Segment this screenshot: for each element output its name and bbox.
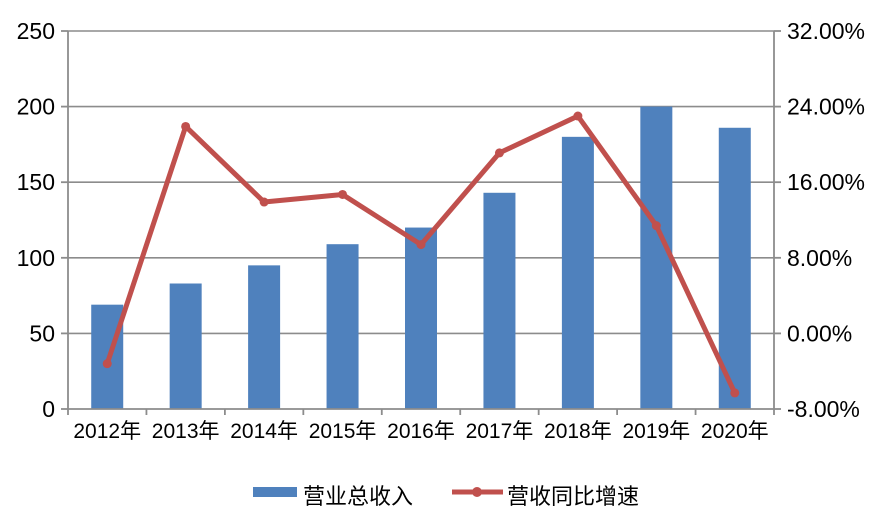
bar-series: [91, 106, 751, 409]
left-axis-label-50: 50: [29, 320, 55, 346]
point-2014年: [259, 197, 269, 207]
right-axis-label-16.00%: 16.00%: [787, 169, 865, 195]
point-2018年: [573, 111, 583, 121]
point-2020年: [730, 388, 740, 398]
bar-2017年: [483, 192, 516, 409]
x-axis-label-2017年: 2017年: [466, 420, 534, 443]
bar-2020年: [718, 127, 751, 409]
point-2013年: [181, 121, 191, 131]
bar-2013年: [169, 283, 202, 409]
x-axis-label-2014年: 2014年: [230, 420, 298, 443]
x-axis-label-2013年: 2013年: [152, 420, 220, 443]
point-2015年: [338, 189, 348, 199]
right-axis-label-24.00%: 24.00%: [787, 94, 865, 120]
x-axis-label-2018年: 2018年: [544, 420, 612, 443]
line-series: [102, 111, 740, 398]
legend-bar-label: 营业总收入: [303, 484, 413, 509]
left-axis-label-100: 100: [17, 245, 55, 271]
bar-2014年: [248, 265, 281, 409]
left-axis-label-0: 0: [42, 396, 55, 422]
x-axis-label-2019年: 2019年: [622, 420, 690, 443]
point-2012年: [102, 359, 112, 369]
bar-2019年: [640, 106, 673, 409]
axes: [61, 30, 781, 415]
point-2019年: [651, 221, 661, 231]
x-axis-label-2012年: 2012年: [73, 420, 141, 443]
x-axis-label-2015年: 2015年: [309, 420, 377, 443]
legend-line-label: 营收同比增速: [507, 484, 639, 509]
point-2017年: [494, 148, 504, 158]
x-axis-label-2020年: 2020年: [701, 420, 769, 443]
bar-2015年: [326, 244, 359, 409]
right-axis-label--8.00%: -8.00%: [787, 396, 860, 422]
left-axis-label-150: 150: [17, 169, 55, 195]
legend: 营业总收入 营收同比增速: [253, 484, 639, 509]
left-axis-label-200: 200: [17, 94, 55, 120]
axis-labels: 0 50 100 150 200 250 -8.00% 0.00% 8.00% 16.00% 24.…: [17, 18, 865, 443]
right-axis-label-0.00%: 0.00%: [787, 320, 852, 346]
x-axis-label-2016年: 2016年: [387, 420, 455, 443]
right-axis-label-8.00%: 8.00%: [787, 245, 852, 271]
legend-bar-swatch: [253, 487, 297, 497]
bar-2018年: [561, 136, 594, 409]
right-axis-label-32.00%: 32.00%: [787, 18, 865, 44]
left-axis-label-250: 250: [17, 18, 55, 44]
point-2016年: [416, 240, 426, 250]
legend-line-marker-icon: [472, 487, 482, 497]
bar-2016年: [405, 227, 437, 409]
